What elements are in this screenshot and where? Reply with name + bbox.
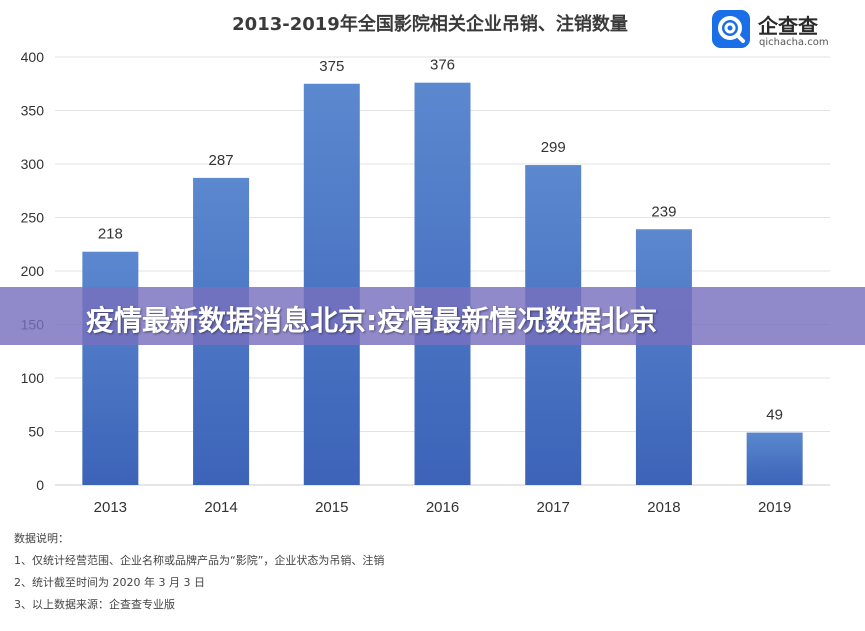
logo-name: 企查查 (758, 14, 818, 38)
data-notes: 数据说明： 1、仅统计经营范围、企业名称或品牌产品为“影院”，企业状态为吊销、注… (14, 528, 714, 616)
notes-heading: 数据说明： (14, 532, 69, 545)
qichacha-magnifier-icon (712, 10, 750, 48)
x-tick-label-2019: 2019 (758, 499, 791, 516)
banner-text: 疫情最新数据消息北京:疫情最新情况数据北京 (86, 304, 658, 337)
y-tick-label: 250 (21, 210, 45, 226)
y-tick-label: 200 (21, 263, 45, 279)
data-labels: 218 287 375 376 299 239 49 (98, 57, 783, 424)
data-label-2018: 239 (651, 203, 676, 220)
x-tick-label-2017: 2017 (537, 499, 570, 516)
data-label-2015: 375 (319, 58, 344, 75)
x-tick-label-2018: 2018 (647, 499, 680, 516)
notes-line-2: 2、统计截至时间为 2020 年 3 月 3 日 (14, 576, 205, 589)
y-tick-label: 0 (36, 477, 44, 493)
chart-title: 2013-2019年全国影院相关企业吊销、注销数量 (232, 14, 628, 35)
x-axis-ticks: 2013 2014 2015 2016 2017 2018 2019 (94, 499, 792, 516)
bar-2016 (414, 82, 471, 486)
bar-2018 (635, 229, 692, 485)
notes-line-1: 1、仅统计经营范围、企业名称或品牌产品为“影院”，企业状态为吊销、注销 (14, 554, 385, 567)
x-tick-label-2014: 2014 (204, 499, 237, 516)
bars (82, 82, 803, 486)
headline-banner: 疫情最新数据消息北京:疫情最新情况数据北京 (0, 287, 865, 345)
y-tick-label: 350 (21, 103, 45, 119)
notes-line-3: 3、以上数据来源：企查查专业版 (14, 598, 175, 611)
data-label-2014: 287 (209, 152, 234, 169)
data-label-2017: 299 (541, 139, 566, 156)
qichacha-logo: 企查查 qichacha.com (712, 8, 842, 52)
x-tick-label-2016: 2016 (426, 499, 459, 516)
logo-domain: qichacha.com (759, 37, 829, 48)
data-label-2013: 218 (98, 226, 123, 243)
bar-2015 (303, 83, 360, 485)
data-label-2016: 376 (430, 57, 455, 74)
x-tick-label-2015: 2015 (315, 499, 348, 516)
y-axis-ticks: 050100150200250300350400 (21, 49, 45, 493)
data-label-2019: 49 (766, 407, 783, 424)
y-tick-label: 50 (28, 424, 44, 440)
x-tick-label-2013: 2013 (94, 499, 127, 516)
bar-2019 (746, 432, 803, 485)
y-tick-label: 100 (21, 370, 45, 386)
y-tick-label: 400 (21, 49, 45, 65)
y-tick-label: 300 (21, 156, 45, 172)
